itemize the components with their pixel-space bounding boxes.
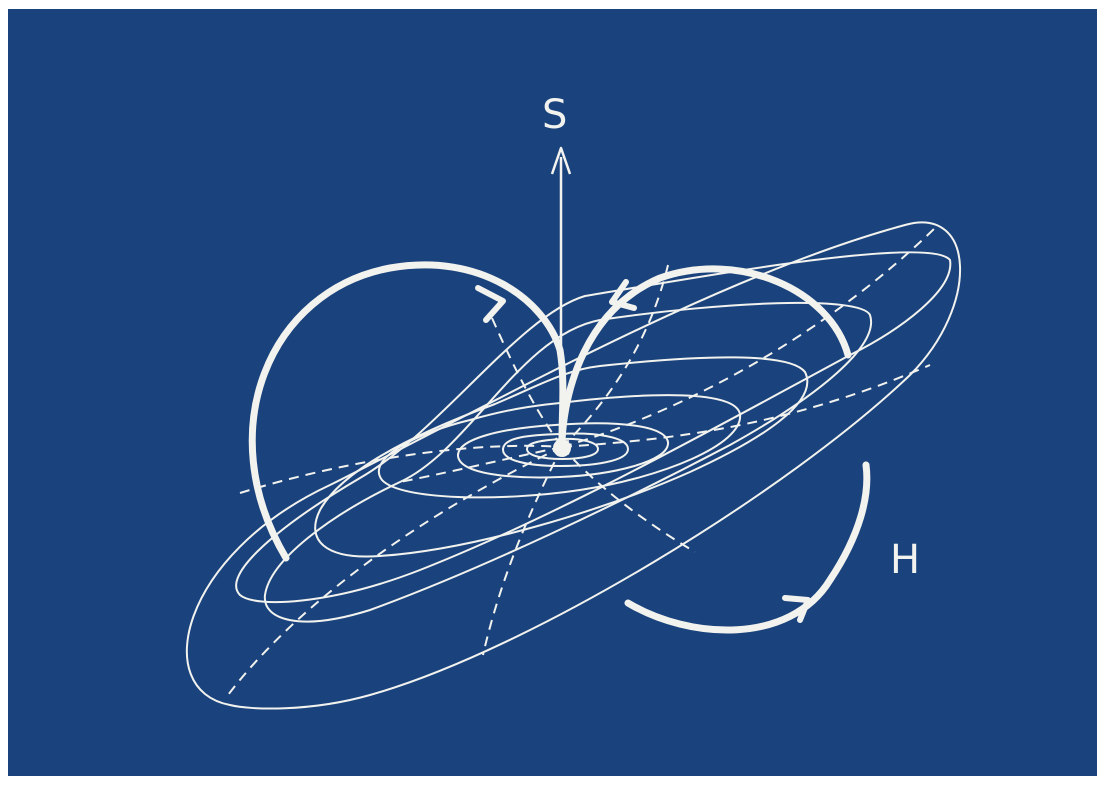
dashed-meridian-front-right: [561, 446, 696, 553]
contour-ring-2: [263, 301, 873, 623]
contour-ring-7: [525, 437, 600, 461]
dashed-meridian-right-back: [561, 364, 931, 448]
contour-ring-3: [314, 356, 809, 558]
outer-disk-ellipse: [185, 221, 962, 710]
diagram-background: [8, 9, 1097, 776]
dashed-meridian-inner-left: [399, 446, 563, 483]
dashed-meridian-upper-left: [491, 317, 563, 448]
contour-ring-1: [235, 251, 952, 604]
right-field-loop-arrow: [609, 279, 637, 311]
contour-ring-5: [456, 422, 670, 479]
toroidal-field-arc: [624, 461, 871, 634]
left-field-loop-arrow: [475, 285, 506, 323]
dashed-meridian-left-back: [239, 444, 563, 494]
contour-ring-6: [502, 432, 630, 468]
dashed-meridian-right-diagonal: [561, 227, 936, 448]
dashed-meridian-left-lower: [227, 446, 563, 696]
left-field-loop: [248, 261, 567, 562]
dashed-meridian-front: [482, 446, 563, 656]
label-h: H: [890, 537, 920, 583]
toroidal-field-arrow: [782, 595, 811, 623]
central-point: [553, 439, 571, 457]
dashed-meridian-upper-right: [561, 264, 669, 448]
spin-axis-arrowhead: [550, 146, 572, 175]
right-field-loop: [558, 265, 852, 444]
label-s: S: [542, 92, 567, 138]
contour-ring-4: [378, 394, 742, 499]
